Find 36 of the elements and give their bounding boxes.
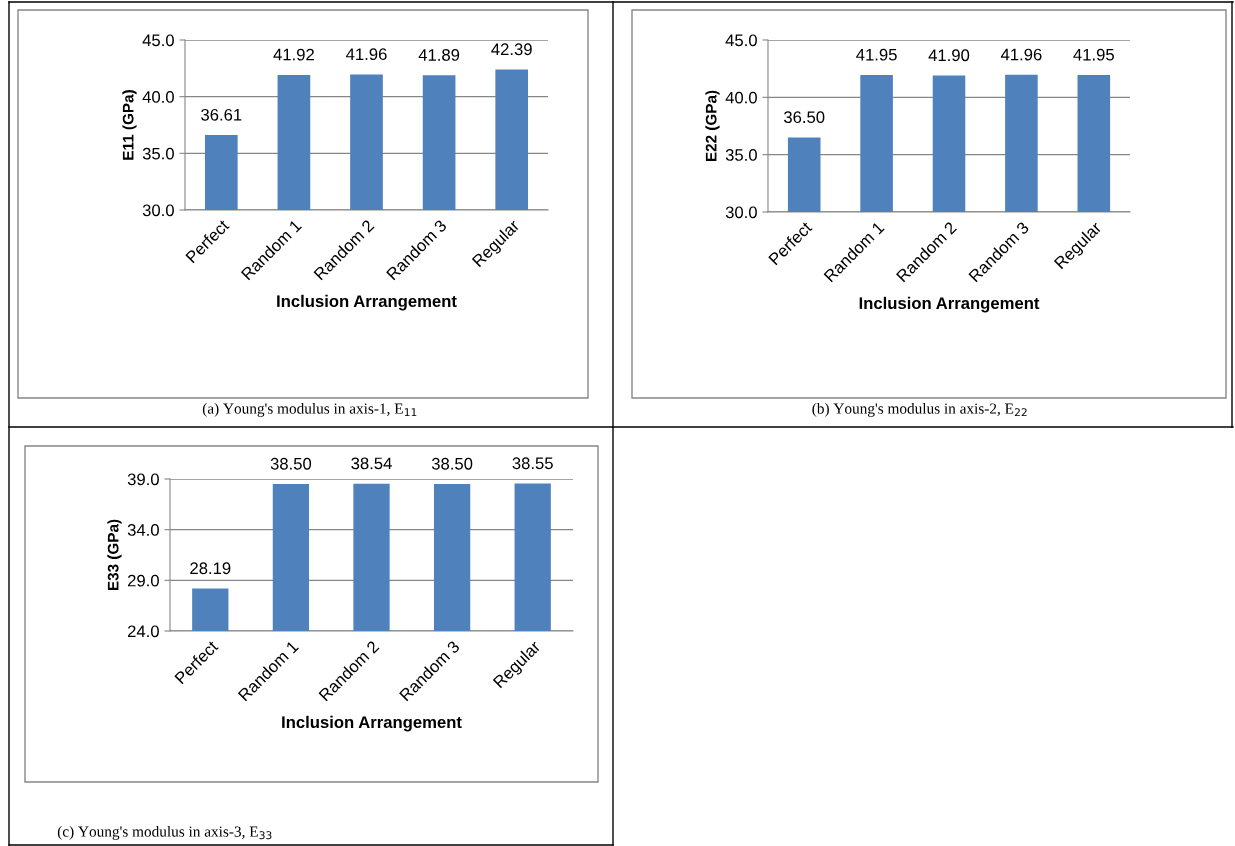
data-label: 41.90 (928, 49, 970, 62)
y-tick-label: 24.0 (127, 625, 159, 638)
data-label: 38.55 (512, 457, 553, 470)
text: (b) Young's modulus in axis-2, E$_{22}$ (812, 402, 1027, 417)
data-label: 38.54 (351, 457, 392, 470)
y-tick-label: 39.0 (127, 473, 159, 486)
data-label: 41.89 (418, 49, 460, 61)
y-tick-label: 29.0 (127, 574, 159, 587)
x-axis-title: Inclusion Arrangement (282, 715, 462, 732)
x-axis-title: Inclusion Arrangement (277, 294, 457, 311)
data-label: 28.19 (190, 562, 231, 575)
data-label: 41.95 (1073, 48, 1114, 61)
y-axis-title: E22 (GPa) (705, 90, 720, 162)
y-tick-label: 34.0 (127, 524, 159, 536)
data-label: 41.96 (346, 48, 387, 61)
data-label: 41.95 (856, 48, 897, 61)
data-label: 36.50 (783, 111, 825, 124)
x-axis-title: Inclusion Arrangement (859, 296, 1040, 313)
y-tick-label: 35.0 (142, 147, 174, 160)
y-tick-label: 45.0 (725, 34, 757, 47)
data-label: 41.92 (273, 48, 314, 61)
y-tick-label: 35.0 (725, 149, 757, 161)
data-label: 38.50 (270, 457, 312, 470)
y-tick-label: 30.0 (725, 206, 757, 219)
text: (a) Young's modulus in axis-1, E$_{11}$ (202, 402, 417, 417)
y-tick-label: 40.0 (142, 91, 174, 103)
data-label: 36.61 (201, 108, 242, 121)
y-tick-label: 30.0 (142, 204, 174, 217)
data-label: 38.50 (431, 457, 473, 470)
data-label: 41.96 (1000, 48, 1042, 61)
data-label: 42.39 (491, 43, 532, 56)
y-axis-title: E33 (GPa) (107, 519, 122, 591)
y-axis-title: E11 (GPa) (122, 90, 137, 160)
y-tick-label: 40.0 (725, 91, 757, 104)
y-tick-label: 45.0 (142, 34, 174, 47)
text: (c) Young's modulus in axis-3, E$_{33}$ (57, 825, 272, 840)
